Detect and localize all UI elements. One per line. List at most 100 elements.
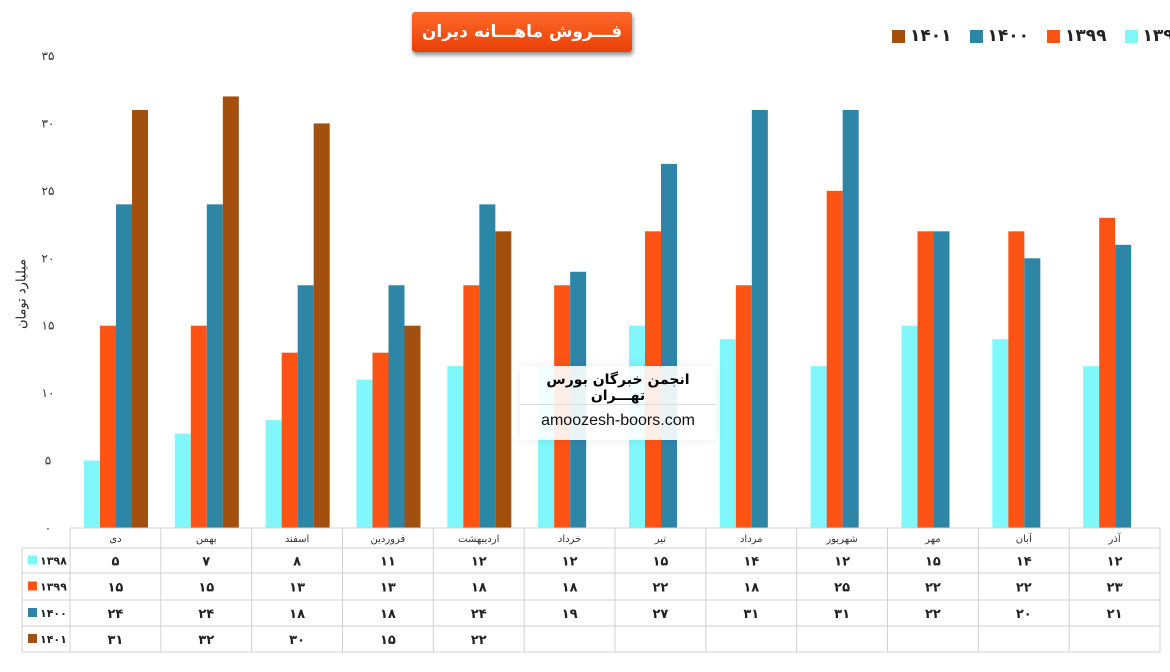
x-tick-label: دی — [109, 534, 121, 545]
table-series-name: ۱۴۰۱ — [40, 633, 67, 646]
bar-4-1 — [463, 285, 480, 528]
y-tick-label: ٣۵ — [42, 49, 55, 63]
data-label: ۸ — [293, 555, 301, 570]
legend-label: ۱۳۹۸ — [1142, 26, 1170, 46]
legend-label: ۱۴۰۰ — [987, 26, 1030, 46]
data-label: ۱۱ — [380, 555, 396, 570]
bar-3-1 — [372, 352, 389, 528]
bar-7-2 — [751, 109, 768, 528]
data-label: ۲۲ — [1016, 581, 1032, 596]
table-series-name: ۱۴۰۰ — [40, 607, 67, 620]
x-tick-label: شهریور — [825, 534, 857, 545]
bar-0-0 — [84, 460, 100, 528]
bar-6-2 — [661, 163, 677, 528]
bar-4-2 — [479, 204, 496, 529]
y-tick-label: ۵ — [45, 454, 51, 468]
table-legend-swatch — [28, 634, 37, 643]
data-label: ۱۲ — [1107, 555, 1123, 570]
bar-10-0 — [992, 339, 1009, 528]
data-label: ۱۵ — [380, 633, 396, 648]
bar-10-2 — [1024, 258, 1041, 528]
x-tick-label: مهر — [924, 534, 940, 545]
legend-item: ۱۴۰۱ — [892, 26, 952, 46]
data-label: ۱۵ — [925, 555, 941, 570]
data-label: ۱۸ — [380, 607, 396, 622]
bar-11-0 — [1083, 366, 1100, 528]
data-label: ۱۸ — [562, 581, 578, 596]
y-tick-label: ١۵ — [42, 319, 55, 333]
data-label: ۱۲ — [562, 555, 578, 570]
y-tick-label: ٣٠ — [42, 116, 55, 130]
bar-3-3 — [404, 325, 421, 528]
bar-9-0 — [901, 325, 918, 528]
chart-title: فـــروش ماهـــانه دیران — [412, 12, 632, 52]
data-label: ۲۴ — [107, 607, 123, 622]
data-label: ۱۵ — [107, 581, 123, 596]
legend-swatch — [1047, 29, 1061, 43]
table-legend-swatch — [28, 581, 37, 591]
watermark: انجمن خبرگان بورس تهـــران amoozesh-boor… — [520, 366, 716, 440]
data-label: ۱۵ — [652, 555, 668, 570]
data-label: ۱۵ — [198, 581, 214, 596]
data-label: ۱۲ — [471, 555, 487, 570]
bar-9-2 — [933, 231, 950, 529]
data-label: ۲۲ — [925, 581, 941, 596]
x-tick-label: تیر — [654, 534, 667, 545]
x-tick-label: آبان — [1016, 532, 1033, 545]
bar-4-0 — [447, 366, 464, 528]
y-tick-label: ٢۵ — [42, 184, 55, 198]
x-tick-label: اردیبهشت — [458, 534, 499, 545]
table-series-name: ۱۳۹۸ — [40, 555, 67, 568]
bar-10-1 — [1008, 231, 1025, 529]
bar-3-0 — [356, 379, 373, 528]
data-label: ۱۸ — [471, 581, 487, 596]
table-legend-swatch — [28, 608, 37, 617]
legend-item: ۱۴۰۰ — [969, 26, 1030, 46]
data-label: ۱۲ — [834, 555, 850, 570]
data-label: ۳۱ — [107, 633, 123, 648]
table-series-name: ۱۳۹۹ — [40, 581, 67, 594]
bar-11-2 — [1115, 244, 1132, 529]
table-legend-swatch — [28, 555, 37, 565]
data-label: ۱۳ — [289, 581, 305, 596]
data-label: ۲۲ — [471, 633, 487, 648]
bar-1-3 — [222, 96, 239, 528]
data-label: ۳۰ — [289, 633, 305, 648]
watermark-divider — [520, 404, 716, 405]
legend-swatch — [892, 29, 905, 43]
y-axis-label: میلیارد تومان — [14, 258, 30, 330]
legend-item: ۱۳۹۹ — [1047, 26, 1107, 46]
data-label: ۱۴ — [1016, 555, 1032, 570]
data-label: ۲۷ — [652, 607, 668, 622]
bar-1-1 — [190, 325, 207, 528]
data-label: ۱۳ — [380, 581, 396, 596]
data-label: ۲۲ — [652, 581, 668, 596]
bar-7-1 — [735, 285, 752, 528]
data-label: ۱۴ — [743, 555, 759, 570]
legend-label: ۱۴۰۱ — [910, 26, 952, 46]
legend-swatch — [969, 29, 983, 43]
bar-9-1 — [917, 231, 934, 529]
data-label: ۲۱ — [1107, 607, 1123, 622]
data-label: ۳۱ — [834, 607, 850, 622]
bar-1-2 — [206, 204, 223, 529]
data-label: ۲۴ — [198, 607, 214, 622]
bar-8-1 — [826, 190, 843, 528]
x-tick-label: خرداد — [558, 534, 581, 545]
x-tick-label: فروردین — [371, 534, 406, 545]
y-tick-label: ١٠ — [42, 386, 55, 400]
bar-1-0 — [174, 433, 191, 528]
bar-0-3 — [132, 109, 148, 528]
x-tick-label: اسفند — [285, 534, 309, 545]
bar-2-1 — [281, 352, 298, 528]
data-label: ۲۴ — [471, 607, 487, 622]
bar-4-3 — [495, 231, 512, 529]
data-label: ۱۸ — [289, 607, 305, 622]
bar-11-1 — [1099, 217, 1116, 529]
bar-2-0 — [265, 420, 282, 528]
data-label: ۵ — [111, 555, 119, 570]
data-label: ۳۲ — [198, 633, 214, 648]
data-label: ۷ — [202, 555, 210, 570]
bar-8-2 — [842, 109, 859, 528]
